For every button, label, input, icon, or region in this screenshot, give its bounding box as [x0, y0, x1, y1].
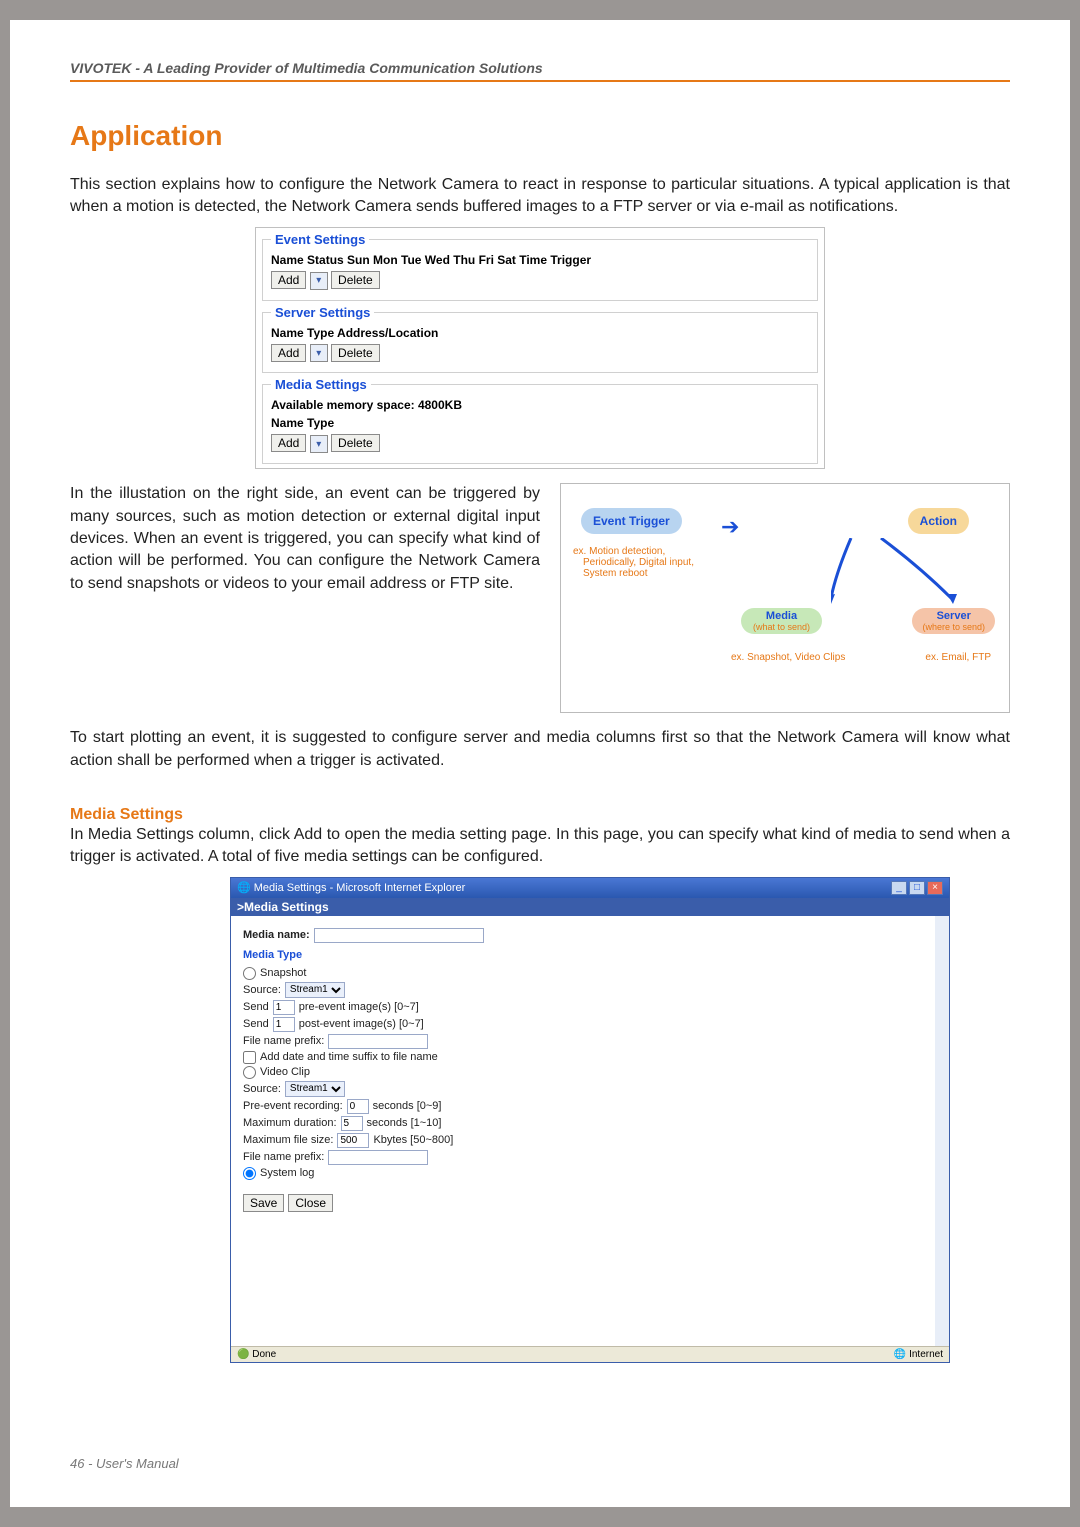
page-title: Application	[70, 120, 1010, 152]
intro-paragraph: This section explains how to configure t…	[70, 174, 1010, 219]
syslog-label: System log	[260, 1167, 314, 1179]
event-settings-legend: Event Settings	[271, 232, 369, 247]
ie-close-button[interactable]: Close	[288, 1194, 333, 1212]
media-settings-columns: Name Type	[271, 416, 809, 430]
header-rule	[70, 80, 1010, 82]
diagram-event-trigger-node: Event Trigger	[581, 508, 682, 534]
date-suffix-label: Add date and time suffix to file name	[260, 1051, 438, 1063]
max-fs-label: Maximum file size:	[243, 1134, 333, 1146]
ie-body: Media name: Media Type Snapshot Source: …	[231, 916, 949, 1346]
server-delete-button[interactable]: Delete	[331, 344, 380, 362]
minimize-icon[interactable]: _	[891, 881, 907, 895]
pre-rec-suffix: seconds [0~9]	[373, 1100, 442, 1112]
snapshot-source-select[interactable]: Stream1	[285, 982, 345, 998]
media-settings-legend: Media Settings	[271, 377, 371, 392]
header-brand: VIVOTEK - A Leading Provider of Multimed…	[70, 60, 1010, 76]
media-delete-button[interactable]: Delete	[331, 434, 380, 452]
media-memory-label: Available memory space: 4800KB	[271, 398, 809, 412]
event-settings-columns: Name Status Sun Mon Tue Wed Thu Fri Sat …	[271, 253, 809, 267]
ie-window: 🌐 Media Settings - Microsoft Internet Ex…	[230, 877, 950, 1363]
event-add-button[interactable]: Add	[271, 271, 306, 289]
maximize-icon[interactable]: □	[909, 881, 925, 895]
snapshot-radio[interactable]	[243, 967, 256, 980]
pre-rec-input[interactable]	[347, 1099, 369, 1114]
videoclip-source-label: Source:	[243, 1083, 281, 1095]
close-icon[interactable]: ×	[927, 881, 943, 895]
snapshot-label: Snapshot	[260, 967, 306, 979]
videoclip-fnp-input[interactable]	[328, 1150, 428, 1165]
event-dropdown-icon[interactable]: ▾	[310, 272, 328, 290]
syslog-radio[interactable]	[243, 1167, 256, 1180]
event-settings-group: Event Settings Name Status Sun Mon Tue W…	[262, 232, 818, 301]
pre-rec-label: Pre-event recording:	[243, 1100, 343, 1112]
send-pre-label: Send	[243, 1001, 269, 1013]
diagram-ex1b: Periodically, Digital input,	[583, 557, 694, 568]
media-settings-group: Media Settings Available memory space: 4…	[262, 377, 818, 464]
max-dur-suffix: seconds [1~10]	[367, 1117, 442, 1129]
server-dropdown-icon[interactable]: ▾	[310, 344, 328, 362]
max-dur-input[interactable]	[341, 1116, 363, 1131]
media-dropdown-icon[interactable]: ▾	[310, 435, 328, 453]
diagram-ex-server: ex. Email, FTP	[925, 652, 991, 663]
ie-status-internet: 🌐 Internet	[894, 1349, 943, 1360]
videoclip-fnp-label: File name prefix:	[243, 1151, 324, 1163]
send-post-suffix: post-event image(s) [0~7]	[299, 1018, 424, 1030]
videoclip-label: Video Clip	[260, 1066, 310, 1078]
media-add-button[interactable]: Add	[271, 434, 306, 452]
arrow-split-icon	[831, 538, 981, 608]
server-add-button[interactable]: Add	[271, 344, 306, 362]
after-diagram-paragraph: To start plotting an event, it is sugges…	[70, 727, 1010, 772]
diagram-example-1: ex. Motion detection, Periodically, Digi…	[573, 546, 694, 579]
diagram-ex1a: ex. Motion detection,	[573, 546, 694, 557]
snapshot-fnp-input[interactable]	[328, 1034, 428, 1049]
diagram-server-node: Server (where to send)	[912, 608, 995, 634]
send-post-input[interactable]	[273, 1017, 295, 1032]
max-fs-suffix: Kbytes [50~800]	[373, 1134, 453, 1146]
arrow-right-icon: ➔	[721, 514, 739, 540]
diagram-media-label: Media	[753, 610, 810, 622]
diagram-server-label: Server	[922, 610, 985, 622]
max-fs-input[interactable]	[337, 1133, 369, 1148]
media-name-label: Media name:	[243, 929, 310, 941]
illustration-paragraph: In the illustation on the right side, an…	[70, 483, 540, 595]
max-dur-label: Maximum duration:	[243, 1117, 337, 1129]
settings-panel: Event Settings Name Status Sun Mon Tue W…	[255, 227, 825, 469]
media-name-input[interactable]	[314, 928, 484, 943]
server-settings-columns: Name Type Address/Location	[271, 326, 809, 340]
send-post-label: Send	[243, 1018, 269, 1030]
ie-titlebar: 🌐 Media Settings - Microsoft Internet Ex…	[231, 878, 949, 898]
ie-status-done: 🟢 Done	[237, 1349, 276, 1360]
page-footer: 46 - User's Manual	[70, 1456, 179, 1471]
snapshot-source-label: Source:	[243, 984, 281, 996]
diagram-server-sub: (where to send)	[922, 622, 985, 632]
diagram-ex-media: ex. Snapshot, Video Clips	[731, 652, 845, 663]
media-settings-paragraph: In Media Settings column, click Add to o…	[70, 824, 1010, 869]
server-settings-legend: Server Settings	[271, 305, 374, 320]
ie-save-button[interactable]: Save	[243, 1194, 284, 1212]
date-suffix-checkbox[interactable]	[243, 1051, 256, 1064]
ie-subheader: >Media Settings	[231, 898, 949, 916]
media-settings-heading: Media Settings	[70, 806, 1010, 824]
diagram-ex1c: System reboot	[583, 568, 694, 579]
diagram-action-node: Action	[908, 508, 969, 534]
send-pre-input[interactable]	[273, 1000, 295, 1015]
ie-statusbar: 🟢 Done 🌐 Internet	[231, 1346, 949, 1362]
media-type-legend: Media Type	[243, 949, 923, 961]
event-delete-button[interactable]: Delete	[331, 271, 380, 289]
send-pre-suffix: pre-event image(s) [0~7]	[299, 1001, 419, 1013]
event-diagram: Event Trigger ➔ Action ex. Motion detect…	[560, 483, 1010, 713]
ie-window-title: 🌐 Media Settings - Microsoft Internet Ex…	[237, 881, 465, 894]
server-settings-group: Server Settings Name Type Address/Locati…	[262, 305, 818, 374]
videoclip-radio[interactable]	[243, 1066, 256, 1079]
snapshot-fnp-label: File name prefix:	[243, 1035, 324, 1047]
diagram-media-sub: (what to send)	[753, 622, 810, 632]
videoclip-source-select[interactable]: Stream1	[285, 1081, 345, 1097]
diagram-media-node: Media (what to send)	[741, 608, 822, 634]
